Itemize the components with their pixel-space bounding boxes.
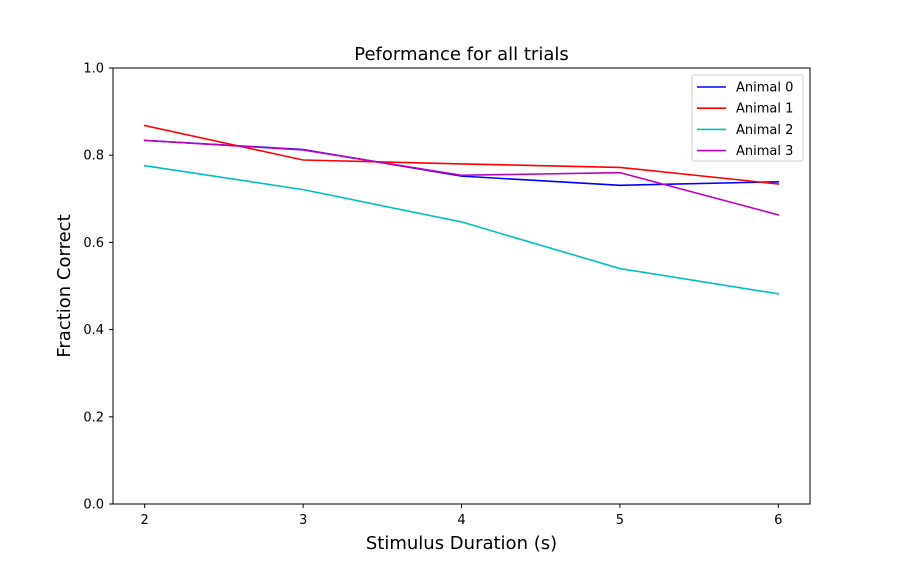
x-tick-label: 3 xyxy=(299,513,307,528)
y-tick-label: 0.0 xyxy=(83,498,104,513)
legend-label: Animal 1 xyxy=(736,102,793,117)
y-tick-label: 0.2 xyxy=(83,410,104,425)
y-axis-label: Fraction Correct xyxy=(54,214,75,357)
x-tick-label: 6 xyxy=(774,513,782,528)
series-line-animal-2 xyxy=(143,164,780,295)
x-axis-ticks: 2 3 4 5 6 xyxy=(141,504,782,528)
chart-title: Peformance for all trials xyxy=(354,44,568,65)
y-tick-label: 0.6 xyxy=(83,236,104,251)
series-layer xyxy=(143,124,780,295)
legend-frame xyxy=(691,74,804,162)
series-line-animal-1 xyxy=(143,124,780,185)
y-axis-ticks: 0.0 0.2 0.4 0.6 0.8 1.0 xyxy=(83,62,113,513)
y-tick-label: 0.8 xyxy=(83,149,104,164)
x-axis-label: Stimulus Duration (s) xyxy=(366,533,557,554)
x-tick-label: 4 xyxy=(457,513,465,528)
series-line-animal-3 xyxy=(143,139,780,216)
legend-label: Animal 2 xyxy=(736,123,793,138)
x-tick-label: 5 xyxy=(616,513,624,528)
legend-label: Animal 0 xyxy=(736,81,793,96)
legend: Animal 0 Animal 1 Animal 2 Animal 3 xyxy=(691,74,804,162)
x-tick-label: 2 xyxy=(141,513,149,528)
y-tick-label: 1.0 xyxy=(83,62,104,77)
y-tick-label: 0.4 xyxy=(83,323,104,338)
legend-label: Animal 3 xyxy=(736,144,793,159)
